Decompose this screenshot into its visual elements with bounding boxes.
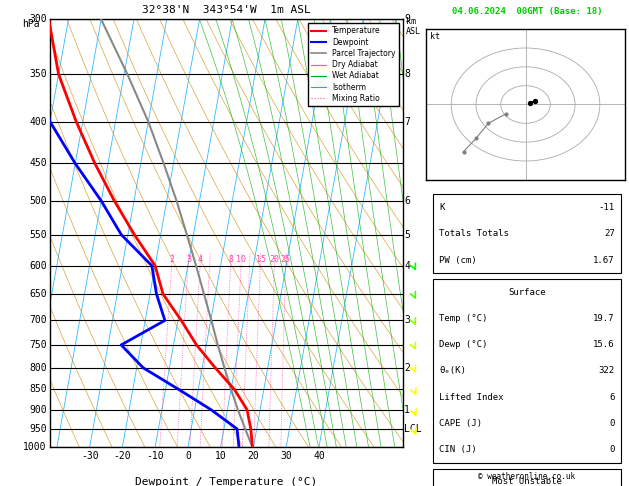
Text: 04.06.2024  00GMT (Base: 18): 04.06.2024 00GMT (Base: 18) — [452, 7, 602, 17]
Text: CAPE (J): CAPE (J) — [439, 419, 482, 428]
Text: © weatheronline.co.uk: © weatheronline.co.uk — [478, 472, 576, 481]
Text: 6: 6 — [404, 196, 410, 206]
Text: PW (cm): PW (cm) — [439, 256, 477, 264]
Text: 4: 4 — [404, 260, 410, 271]
Text: 7: 7 — [404, 117, 410, 127]
Text: 700: 700 — [29, 315, 47, 326]
Text: 350: 350 — [29, 69, 47, 79]
Text: 450: 450 — [29, 158, 47, 169]
Text: 500: 500 — [29, 196, 47, 206]
Point — [501, 110, 511, 118]
Text: Most Unstable: Most Unstable — [492, 477, 562, 486]
Text: Dewp (°C): Dewp (°C) — [439, 340, 487, 349]
Text: 8: 8 — [228, 255, 233, 264]
Text: 20: 20 — [248, 451, 259, 461]
Text: 0: 0 — [185, 451, 191, 461]
Text: 600: 600 — [29, 260, 47, 271]
Text: 3: 3 — [404, 315, 410, 326]
Text: 15: 15 — [255, 255, 265, 264]
Text: -10: -10 — [147, 451, 164, 461]
Text: 9: 9 — [404, 15, 410, 24]
Text: K: K — [439, 203, 444, 212]
Text: CIN (J): CIN (J) — [439, 445, 477, 454]
Bar — [433, 469, 621, 486]
Text: Lifted Index: Lifted Index — [439, 393, 503, 401]
Text: 1.67: 1.67 — [593, 256, 615, 264]
Text: 3: 3 — [186, 255, 191, 264]
Text: -30: -30 — [81, 451, 99, 461]
Text: 800: 800 — [29, 363, 47, 373]
Text: 27: 27 — [604, 229, 615, 238]
Text: 6: 6 — [610, 393, 615, 401]
Text: 900: 900 — [29, 405, 47, 415]
Text: 10: 10 — [214, 451, 226, 461]
Text: 20: 20 — [270, 255, 280, 264]
Text: 300: 300 — [29, 15, 47, 24]
Text: LCL: LCL — [404, 424, 422, 434]
Point — [530, 97, 540, 104]
Point — [525, 99, 535, 106]
Text: kt: kt — [430, 32, 440, 41]
Point — [459, 148, 469, 156]
Text: θₑ(K): θₑ(K) — [439, 366, 465, 375]
Text: 4: 4 — [198, 255, 203, 264]
Text: 2: 2 — [170, 255, 174, 264]
Text: Mixing Ratio (g/kg): Mixing Ratio (g/kg) — [424, 186, 433, 281]
Text: -11: -11 — [599, 203, 615, 212]
Text: 1: 1 — [404, 405, 410, 415]
Text: -20: -20 — [114, 451, 131, 461]
Text: hPa: hPa — [22, 19, 40, 30]
Text: 32°38'N  343°54'W  1m ASL: 32°38'N 343°54'W 1m ASL — [142, 5, 311, 15]
Bar — [433, 279, 621, 463]
Point — [471, 135, 481, 142]
Text: 550: 550 — [29, 230, 47, 240]
Text: 40: 40 — [313, 451, 325, 461]
Text: 400: 400 — [29, 117, 47, 127]
Text: 15.6: 15.6 — [593, 340, 615, 349]
Text: 850: 850 — [29, 384, 47, 395]
Text: 25: 25 — [281, 255, 291, 264]
Text: 0: 0 — [610, 445, 615, 454]
Text: 750: 750 — [29, 340, 47, 350]
Text: Dewpoint / Temperature (°C): Dewpoint / Temperature (°C) — [135, 477, 318, 486]
Text: 10: 10 — [237, 255, 247, 264]
Text: 650: 650 — [29, 289, 47, 299]
Legend: Temperature, Dewpoint, Parcel Trajectory, Dry Adiabat, Wet Adiabat, Isotherm, Mi: Temperature, Dewpoint, Parcel Trajectory… — [308, 23, 399, 106]
Text: 322: 322 — [599, 366, 615, 375]
Text: 19.7: 19.7 — [593, 314, 615, 323]
Text: 2: 2 — [404, 363, 410, 373]
Text: 1000: 1000 — [23, 442, 47, 452]
Point — [483, 120, 493, 127]
Text: 8: 8 — [404, 69, 410, 79]
Bar — [433, 194, 621, 273]
Text: km
ASL: km ASL — [406, 17, 421, 36]
Text: 30: 30 — [281, 451, 292, 461]
Text: 0: 0 — [610, 419, 615, 428]
Text: Totals Totals: Totals Totals — [439, 229, 509, 238]
Text: Temp (°C): Temp (°C) — [439, 314, 487, 323]
Text: 950: 950 — [29, 424, 47, 434]
Text: Surface: Surface — [508, 288, 545, 296]
Text: 5: 5 — [404, 230, 410, 240]
